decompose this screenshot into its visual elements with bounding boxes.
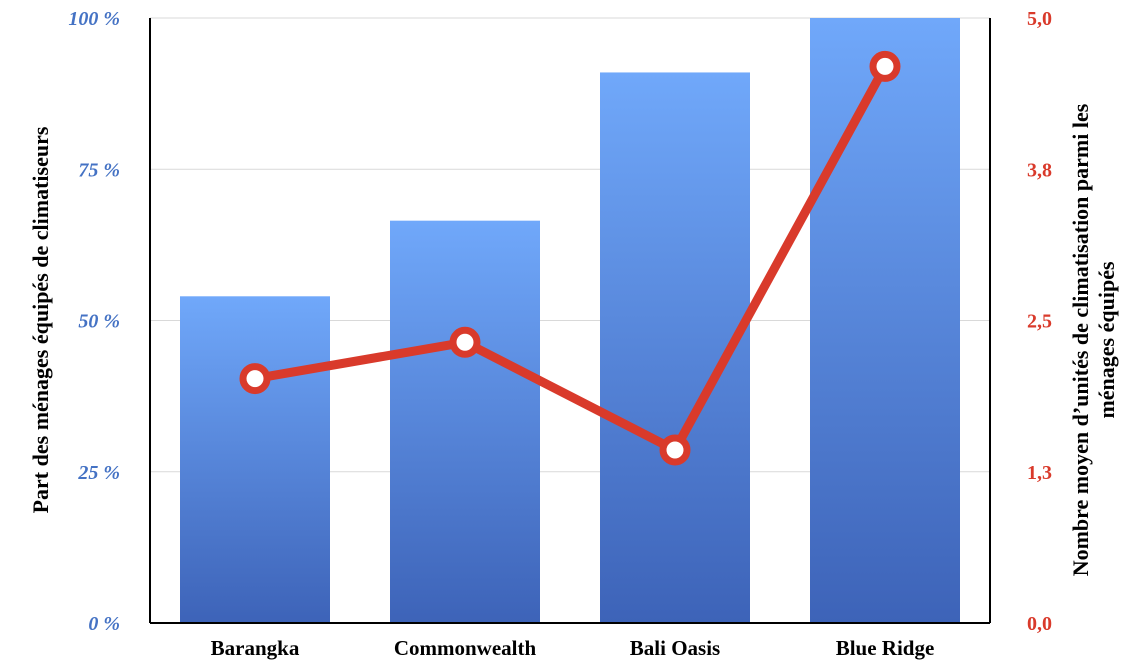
y-tick-label: 25 %	[77, 462, 120, 484]
y2-tick-label: 1,3	[1027, 462, 1052, 484]
x-tick-label: Barangka	[211, 636, 300, 660]
y2-tick-label: 3,8	[1027, 159, 1052, 181]
bar-bali-oasis	[600, 72, 750, 623]
bars	[180, 18, 960, 624]
y2-tick-label: 5,0	[1027, 8, 1052, 30]
axes	[149, 18, 991, 624]
category-labels: Barangka Commonwealth Bali Oasis Blue Ridge	[211, 636, 935, 660]
y-tick-label: 0 %	[88, 613, 120, 635]
bar-barangka	[180, 296, 330, 623]
bar-blue-ridge	[810, 18, 960, 623]
y-axis-title: Part des ménages équipés de climatiseurs	[28, 126, 53, 513]
y2-tick-label: 0,0	[1027, 613, 1052, 635]
line-point-bali-oasis	[659, 434, 691, 466]
line-point-blue-ridge	[869, 50, 901, 82]
x-tick-label: Bali Oasis	[630, 636, 720, 660]
x-tick-label: Commonwealth	[394, 636, 537, 660]
y2-axis-title-line2: ménages équipés	[1094, 261, 1119, 419]
line-path	[250, 61, 890, 455]
y-tick-label: 50 %	[78, 311, 120, 333]
x-tick-label: Blue Ridge	[836, 636, 935, 660]
y-tick-label: 75 %	[78, 159, 120, 181]
bar-commonwealth	[390, 220, 540, 624]
y2-tick-label: 2,5	[1027, 311, 1052, 333]
line-point-barangka	[239, 363, 271, 395]
y-tick-label: 100 %	[68, 8, 120, 30]
tick-labels: 0 % 25 % 50 % 75 % 100 % 0,0 1,3 2,5 3,8 5,0	[68, 8, 1052, 635]
y2-axis-title-line1: Nombre moyen d’unités de climatisation p…	[1068, 103, 1093, 576]
line-series	[239, 50, 901, 466]
line-point-commonwealth	[449, 326, 481, 358]
